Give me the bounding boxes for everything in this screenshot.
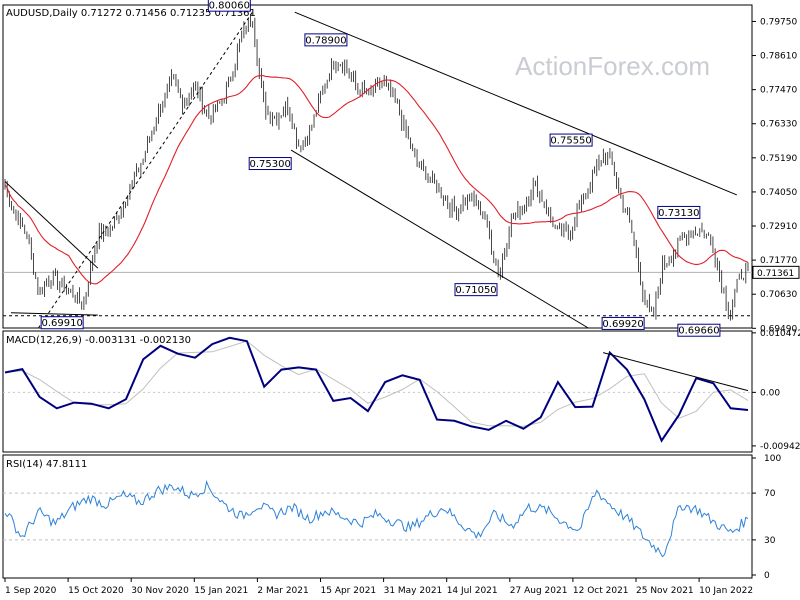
price-annotation-box bbox=[657, 205, 701, 219]
macd-y-tick-label: 0.00 bbox=[760, 388, 780, 398]
price-annotation-label: 0.75300 bbox=[250, 159, 291, 170]
falling-channel-lower bbox=[290, 149, 589, 329]
moving-average-line bbox=[4, 75, 749, 285]
rsi-y-tick-label: 0 bbox=[764, 571, 770, 581]
macd-line bbox=[4, 336, 749, 443]
x-tick-label: 2 Mar 2021 bbox=[257, 586, 308, 596]
price-annotation-label: 0.71050 bbox=[455, 285, 496, 296]
macd-trendline bbox=[602, 352, 749, 392]
price-panel-title: AUDUSD,Daily 0.71272 0.71456 0.71235 0.7… bbox=[6, 8, 256, 19]
price-y-tick-label: 0.79750 bbox=[760, 17, 797, 27]
macd-panel-title: MACD(12,26,9) -0.003131 -0.002130 bbox=[6, 335, 191, 346]
x-tick-label: 14 Jul 2021 bbox=[447, 586, 498, 596]
price-annotation-label: 0.73130 bbox=[658, 208, 699, 219]
price-annotation-box bbox=[248, 157, 292, 171]
rsi-y-tick-label: 30 bbox=[764, 536, 776, 546]
macd-y-tick-label: 0.010472 bbox=[760, 329, 800, 339]
rsi-y-tick-label: 70 bbox=[764, 489, 776, 499]
early-trendline-upper bbox=[4, 181, 99, 269]
x-tick-label: 15 Jan 2021 bbox=[194, 586, 248, 596]
price-annotation-label: 0.69660 bbox=[678, 326, 719, 337]
price-annotation-box bbox=[454, 283, 498, 297]
current-price-box bbox=[752, 265, 800, 279]
price-y-tick-label: 0.74050 bbox=[760, 188, 797, 198]
x-tick-label: 10 Jan 2022 bbox=[699, 586, 753, 596]
x-tick-label: 12 Oct 2021 bbox=[573, 586, 629, 596]
x-tick-label: 27 Aug 2021 bbox=[510, 586, 568, 596]
x-tick-label: 31 May 2021 bbox=[384, 586, 443, 596]
x-tick-label: 30 Nov 2020 bbox=[131, 586, 189, 596]
macd-signal-line bbox=[4, 340, 749, 427]
price-annotation-label: 0.80060 bbox=[209, 1, 250, 12]
current-price-label: 0.71361 bbox=[757, 269, 794, 279]
price-y-tick-label: 0.71770 bbox=[760, 256, 797, 266]
price-annotation-box bbox=[40, 316, 84, 330]
macd-y-tick-label: -0.009426 bbox=[760, 442, 800, 452]
price-y-tick-label: 0.78610 bbox=[760, 52, 797, 62]
price-y-tick-label: 0.75190 bbox=[760, 154, 797, 164]
rsi-y-tick-label: 100 bbox=[764, 454, 781, 464]
price-annotation-label: 0.78900 bbox=[305, 35, 346, 46]
price-annotation-label: 0.69920 bbox=[602, 319, 643, 330]
panel-frame-1 bbox=[2, 4, 753, 329]
x-tick-label: 15 Apr 2021 bbox=[321, 586, 377, 596]
price-annotation-box bbox=[304, 33, 348, 47]
watermark: ActionForex.com bbox=[515, 51, 710, 81]
price-annotation-box bbox=[549, 133, 593, 147]
x-tick-label: 1 Sep 2020 bbox=[5, 586, 57, 596]
price-y-tick-label: 0.72910 bbox=[760, 222, 797, 232]
price-y-tick-label: 0.77470 bbox=[760, 86, 797, 96]
price-annotation-box bbox=[207, 0, 251, 12]
price-annotation-label: 0.75550 bbox=[550, 136, 591, 147]
x-tick-label: 15 Oct 2020 bbox=[68, 586, 124, 596]
x-tick-label: 25 Nov 2021 bbox=[636, 586, 694, 596]
early-trendline-lower bbox=[10, 312, 98, 316]
price-annotation-box bbox=[677, 323, 721, 337]
rsi-line bbox=[4, 479, 749, 558]
falling-channel-upper bbox=[294, 11, 738, 196]
panel-frame-2 bbox=[2, 330, 753, 453]
rsi-panel-title: RSI(14) 47.8111 bbox=[6, 459, 87, 470]
price-annotation-label: 0.69910 bbox=[41, 318, 82, 329]
price-annotation-box bbox=[601, 316, 645, 330]
price-y-tick-label: 0.70630 bbox=[760, 290, 797, 300]
price-y-tick-label: 0.76330 bbox=[760, 120, 797, 130]
price-y-tick-label: 0.69490 bbox=[760, 324, 797, 334]
